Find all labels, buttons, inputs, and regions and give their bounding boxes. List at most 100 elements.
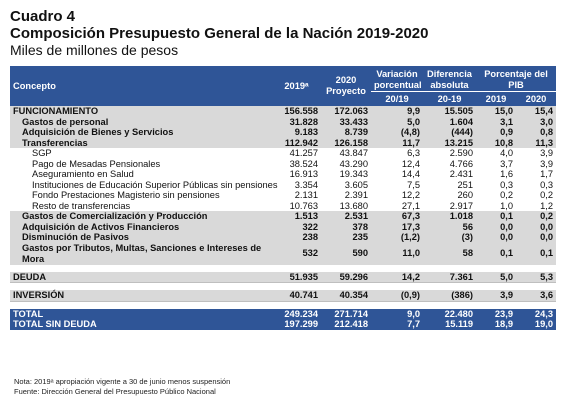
row-value: 2.531	[321, 211, 371, 222]
spacer-row	[10, 282, 557, 290]
spacer-cell	[10, 301, 557, 309]
row-value: 0,0	[516, 221, 557, 232]
header-row-1: Concepto 2019ᵃ 2020 Proyecto Variación p…	[10, 66, 557, 106]
row-value: 3.354	[294, 179, 318, 190]
table-row: Disminución de Pasivos 238 235 (1,2) (3) 0,0 0…	[10, 232, 557, 243]
row-value: 1,2	[540, 200, 554, 211]
row-value: 1,6	[500, 169, 513, 179]
row-value: 12,2	[401, 190, 420, 200]
row-value: 271.714	[321, 308, 371, 319]
header-2020: 2020 Proyecto	[321, 66, 371, 106]
row-value: 10,8	[476, 137, 516, 148]
header-var-sub: 20/19	[371, 91, 423, 106]
table-row: Gastos de Comercialización y Producción 1…	[10, 211, 557, 222]
row-value: 15.119	[423, 319, 476, 330]
row-value: 8.739	[321, 127, 371, 138]
row-value: 40.354	[321, 290, 371, 302]
row-concept: Fondo Prestaciones Magisterio sin pensio…	[32, 190, 220, 200]
row-concept: Resto de transferencias	[32, 200, 131, 211]
row-value: 0,2	[516, 211, 557, 222]
row-value: 17,3	[371, 221, 423, 232]
table-row: Pago de Mesadas Pensionales 38.524 43.290 1…	[10, 159, 556, 170]
row-value: 378	[321, 221, 371, 232]
row-value: 5,0	[476, 271, 516, 283]
spacer-cell	[10, 282, 557, 290]
header-diferencia: Diferencia absoluta	[423, 66, 476, 92]
row-value: 238	[272, 232, 321, 243]
row-value: 0,1	[476, 211, 516, 222]
row-concept: Disminución de Pasivos	[10, 232, 272, 243]
row-value: 3.605	[344, 179, 368, 190]
row-value: 0,2	[500, 190, 513, 200]
row-value: 126.158	[321, 137, 371, 148]
row-concept: TOTAL	[10, 308, 272, 319]
header-diff-sub: 20-19	[423, 91, 476, 106]
row-value: 3,7	[500, 158, 513, 169]
table-row: Gastos de personal 31.828 33.433 5,0 1.604 3,…	[10, 116, 557, 127]
row-value: 112.942	[272, 137, 321, 148]
row-value: 15,0	[476, 106, 516, 117]
row-value: 27,1	[401, 200, 420, 211]
row-value: 51.935	[272, 271, 321, 283]
table-row: FUNCIONAMIENTO 156.558 172.063 9,9 15.505 15,…	[10, 106, 557, 117]
row-value: 0,3	[540, 179, 554, 190]
row-value: 14,4	[401, 169, 420, 179]
row-value: 6,3	[407, 148, 420, 158]
row-value: 3,9	[540, 148, 554, 158]
row-value: 40.741	[272, 290, 321, 302]
table-title: Composición Presupuesto General de la Na…	[10, 25, 429, 42]
row-value: 235	[321, 232, 371, 243]
row-value: (3)	[423, 232, 476, 243]
row-value: 9,0	[371, 308, 423, 319]
row-value: 33.433	[321, 116, 371, 127]
row-value: 19.343	[339, 169, 368, 179]
table-row: Fondo Prestaciones Magisterio sin pensio…	[10, 190, 556, 201]
row-value: 11,0	[371, 242, 423, 265]
row-value: 22.480	[423, 308, 476, 319]
row-value: 3,0	[516, 116, 557, 127]
row-value: 322	[272, 221, 321, 232]
row-value: (4,8)	[371, 127, 423, 138]
row-value: 43.290	[339, 158, 368, 169]
row-concept: SGP	[32, 148, 52, 158]
row-value: 58	[423, 242, 476, 265]
table-notes: Nota: 2019ᵃ apropiación vigente a 30 de …	[14, 377, 230, 397]
spacer-cell	[10, 264, 557, 272]
row-value: 13.680	[339, 200, 368, 211]
row-value: 11,3	[516, 137, 557, 148]
row-value: 31.828	[272, 116, 321, 127]
row-value: 3,6	[516, 290, 557, 302]
row-value: 5,0	[371, 116, 423, 127]
row-concept: Gastos por Tributos, Multas, Sanciones e…	[10, 242, 272, 265]
note-apropiacion: Nota: 2019ᵃ apropiación vigente a 30 de …	[14, 377, 231, 386]
table-row: Gastos por Tributos, Multas, Sanciones e…	[10, 242, 557, 265]
row-value: 0,0	[476, 221, 516, 232]
row-value: 13.215	[423, 137, 476, 148]
row-value: 1.604	[423, 116, 476, 127]
header-pib-2019: 2019	[476, 91, 516, 106]
row-value: (0,9)	[371, 290, 423, 302]
row-value: 23,9	[476, 308, 516, 319]
table-row: Resto de transferencias 10.763 13.680 27,1 2…	[10, 201, 556, 212]
table-row: Adquisición de Activos Financieros 322 378…	[10, 221, 557, 232]
row-value: 197.299	[272, 319, 321, 330]
header-row-2: 20/19 20-19 2019 2020	[10, 91, 557, 106]
row-value: 67,3	[371, 211, 423, 222]
table-number: Cuadro 4	[10, 8, 76, 25]
table-row: Adquisición de Bienes y Servicios 9.183 8.…	[10, 127, 557, 138]
row-value: 12,4	[401, 158, 420, 169]
table-row: INVERSIÓN 40.741 40.354 (0,9) (386) 3,9 3,6	[10, 290, 557, 302]
table-row: Transferencias 112.942 126.158 11,7 13.215 10…	[10, 137, 557, 148]
row-value: 14,2	[371, 271, 423, 283]
row-value: 0,9	[476, 127, 516, 138]
row-value: (1,2)	[371, 232, 423, 243]
row-concept: Adquisición de Bienes y Servicios	[10, 127, 272, 138]
row-concept: Aseguramiento en Salud	[32, 169, 134, 179]
row-value: 0,0	[476, 232, 516, 243]
row-value: 156.558	[272, 106, 321, 117]
row-value: 0,3	[500, 179, 513, 190]
row-value: 43.847	[339, 148, 368, 158]
row-value: 249.234	[272, 308, 321, 319]
row-concept: Instituciones de Educación Superior Públ…	[32, 179, 278, 190]
table-row: TOTAL 249.234 271.714 9,0 22.480 23,9 24,3	[10, 308, 557, 319]
